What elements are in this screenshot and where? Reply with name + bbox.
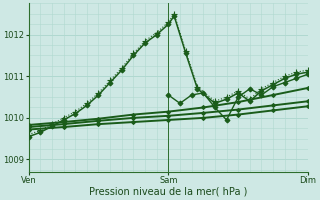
X-axis label: Pression niveau de la mer( hPa ): Pression niveau de la mer( hPa ) xyxy=(89,187,248,197)
